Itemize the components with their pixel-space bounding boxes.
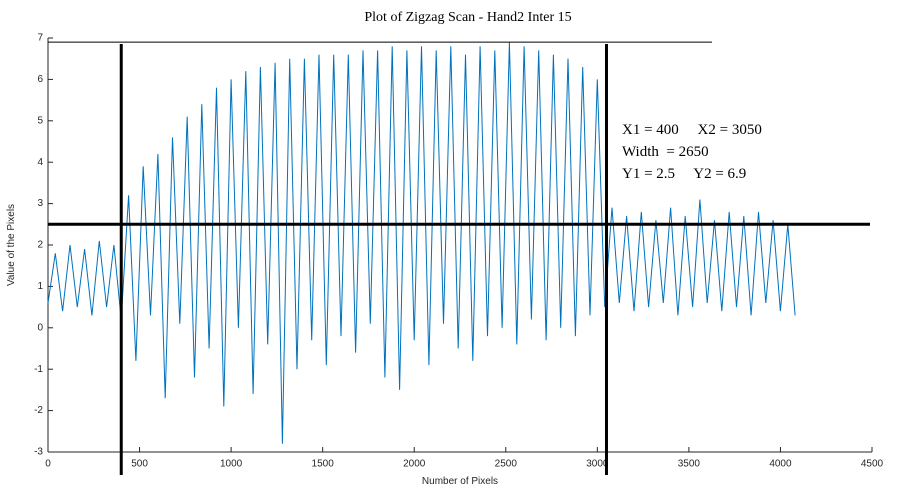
annotation: Width = 2650 — [622, 144, 709, 160]
x-tick-label: 1000 — [220, 459, 243, 470]
x-axis-label: Number of Pixels — [422, 476, 498, 487]
y-tick-label: 0 — [37, 322, 43, 333]
y-tick-label: -1 — [34, 364, 43, 375]
signal-line — [47, 42, 796, 444]
y-tick-label: 4 — [37, 157, 43, 168]
y-tick-label: 7 — [37, 33, 43, 44]
x-tick-label: 500 — [131, 459, 148, 470]
x-tick-label: 3500 — [678, 459, 701, 470]
annotation: X1 = 400 X2 = 3050 — [622, 122, 762, 138]
x-tick-label: 2000 — [403, 459, 426, 470]
y-tick-label: -2 — [34, 405, 43, 416]
x-tick-label: 3000 — [586, 459, 609, 470]
x-tick-label: 1500 — [312, 459, 335, 470]
chart-title: Plot of Zigzag Scan - Hand2 Inter 15 — [364, 10, 571, 25]
x-tick-label: 0 — [45, 459, 51, 470]
y-axis-label: Value of the Pixels — [6, 204, 17, 286]
y-tick-label: 1 — [37, 281, 43, 292]
x-tick-label: 2500 — [495, 459, 518, 470]
y-tick-label: 5 — [37, 115, 43, 126]
y-tick-label: 3 — [37, 198, 43, 209]
y-tick-label: 2 — [37, 240, 43, 251]
y-tick-label: -3 — [34, 447, 43, 458]
x-tick-label: 4500 — [861, 459, 884, 470]
y-tick-label: 6 — [37, 74, 43, 85]
x-tick-label: 4000 — [769, 459, 792, 470]
annotation: Y1 = 2.5 Y2 = 6.9 — [622, 166, 746, 182]
